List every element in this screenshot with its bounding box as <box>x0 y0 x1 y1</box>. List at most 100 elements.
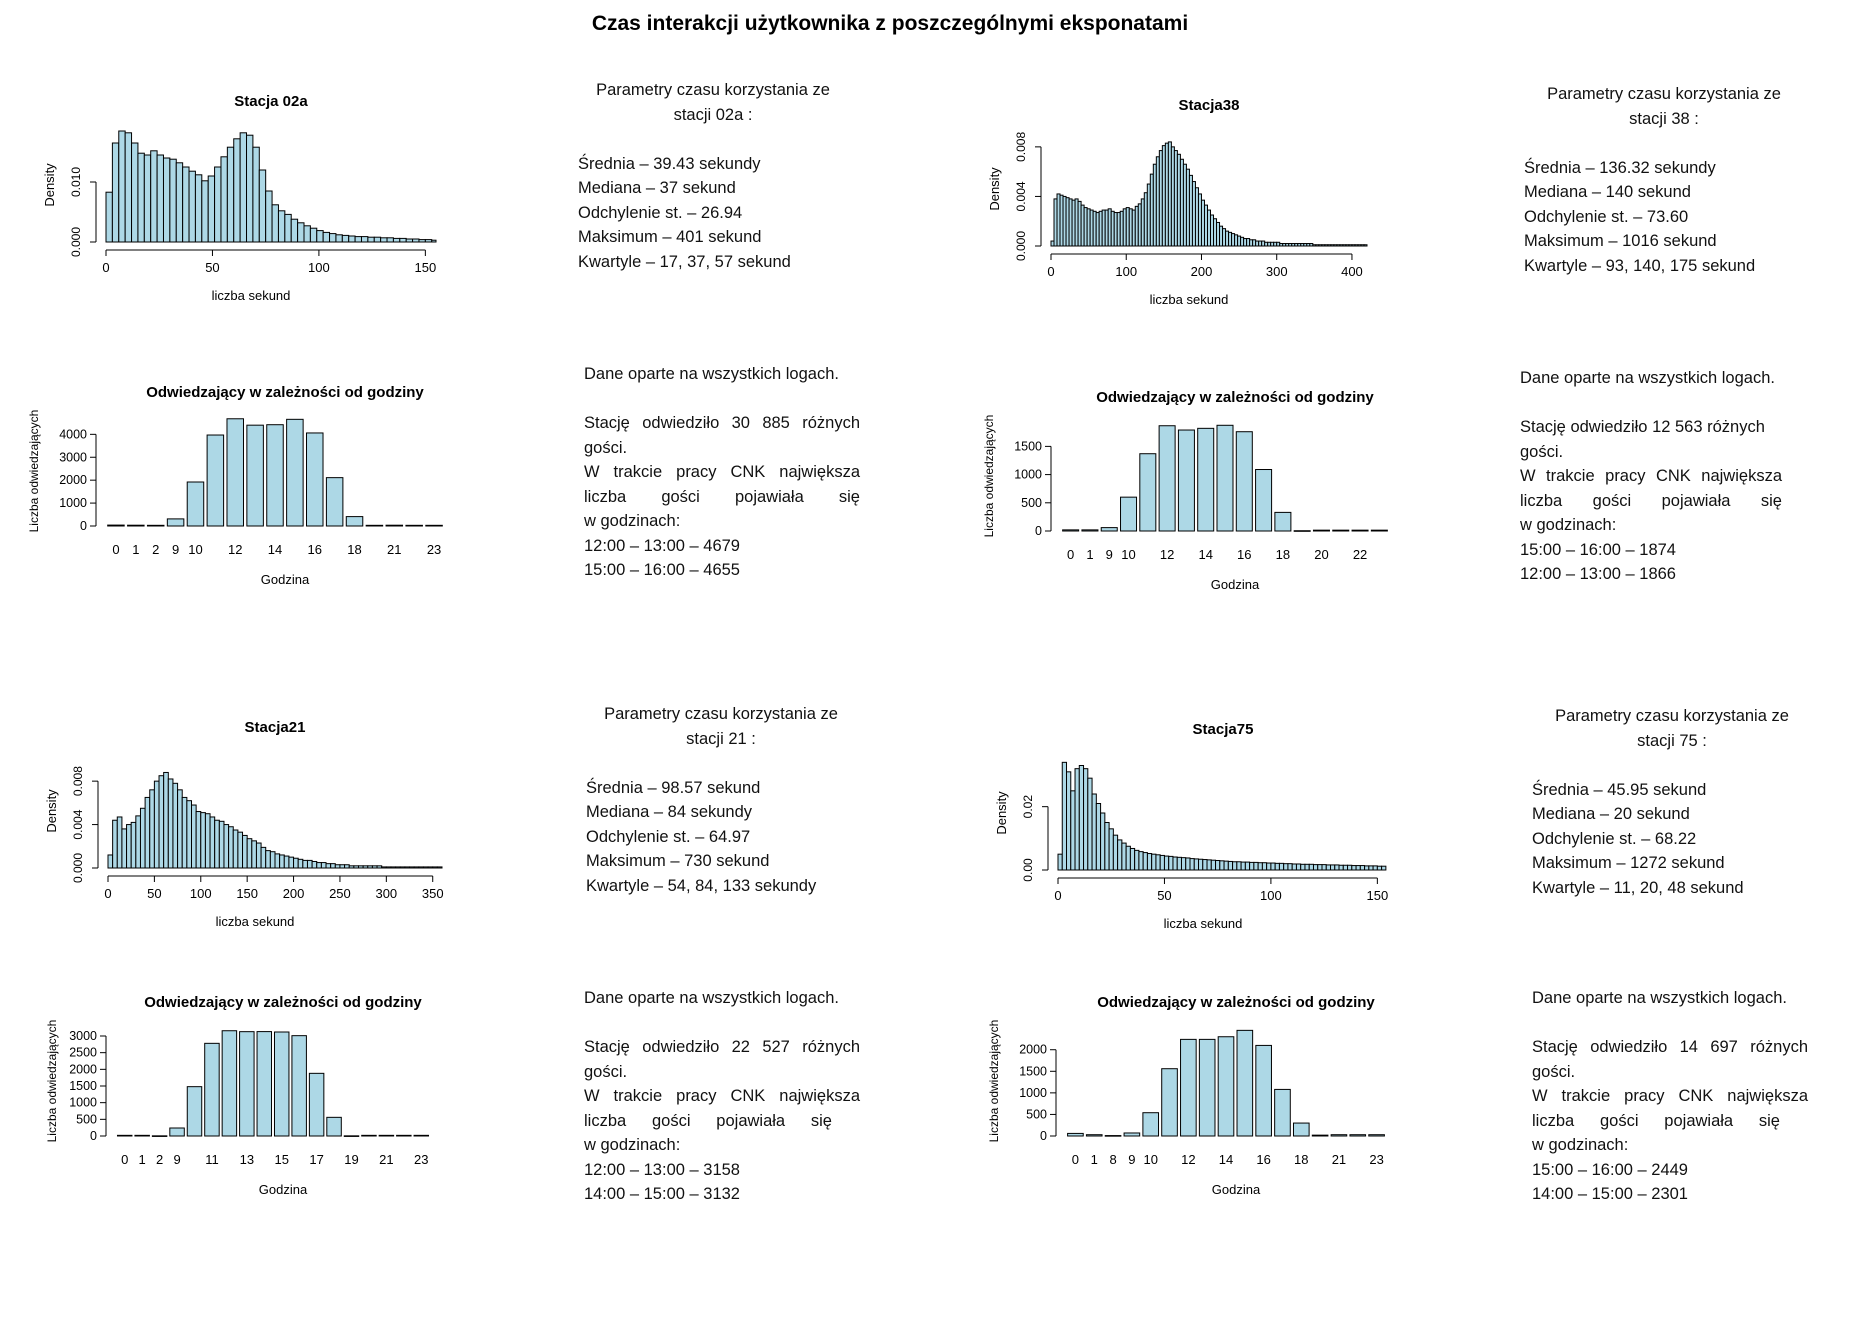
histogram-bar <box>381 866 387 869</box>
hour-bar <box>1349 1134 1367 1137</box>
histogram-bar <box>1266 862 1272 871</box>
histogram-bar <box>1159 854 1165 871</box>
visit-line: gości. <box>584 1062 628 1081</box>
hour-tick-label: 14 <box>1219 1152 1233 1167</box>
hour-tick-label: 2 <box>156 1152 163 1167</box>
y-tick-label: 0.000 <box>1014 231 1028 261</box>
histogram-bar <box>139 807 146 869</box>
histogram-bar <box>1249 861 1255 871</box>
histogram-bar <box>436 866 443 869</box>
hour-bar <box>204 1042 220 1137</box>
histogram-bar <box>1274 862 1280 871</box>
x-tick-label: 250 <box>329 886 351 901</box>
y-tick-label: 4000 <box>59 427 87 441</box>
histogram-title: Stacja 02a <box>234 93 308 110</box>
histogram-bar <box>1108 828 1114 871</box>
histogram-bar <box>1347 864 1353 871</box>
hour-bar <box>1158 425 1176 532</box>
hour-tick-label: 10 <box>1121 547 1135 562</box>
stats-note-stacja-75: Parametry czasu korzystania ze stacji 75 … <box>1532 704 1812 900</box>
stat-mean: Średnia – 136.32 sekundy <box>1524 158 1716 177</box>
histogram-bar <box>1180 857 1187 871</box>
histogram-bar <box>1155 854 1161 871</box>
x-tick-label: 0 <box>104 886 111 901</box>
stat-quartiles: Kwartyle – 93, 140, 175 sekund <box>1524 256 1756 275</box>
histogram-bar <box>1078 765 1085 871</box>
histogram-bar <box>239 132 248 243</box>
histogram-bar <box>191 804 197 869</box>
peak-hour: 12:00 – 13:00 – 1866 <box>1520 565 1676 583</box>
hour-bar <box>221 1030 238 1137</box>
x-tick-label: 50 <box>147 886 161 901</box>
x-tick-label: 150 <box>1367 888 1389 903</box>
visit-line: w godzinach: <box>1520 516 1617 534</box>
histogram-bar <box>1287 863 1293 871</box>
hour-tick-label: 1 <box>1086 547 1093 562</box>
histogram-bar <box>1325 864 1332 871</box>
x-tick-label: 300 <box>1266 264 1288 279</box>
y-tick-label: 0.000 <box>69 227 83 257</box>
x-axis-label: Godzina <box>1212 1182 1261 1197</box>
hour-bar <box>1062 529 1080 532</box>
histogram-bar <box>233 138 241 243</box>
histogram-bar <box>293 857 299 869</box>
hour-bar <box>396 1134 412 1137</box>
histogram-bar <box>131 142 139 243</box>
hour-bar <box>169 1127 185 1137</box>
visit-line: w godzinach: <box>1532 1136 1629 1154</box>
hour-tick-label: 22 <box>1353 547 1367 562</box>
stat-quartiles: Kwartyle – 54, 84, 133 sekundy <box>586 876 817 895</box>
histogram-bar <box>329 233 337 243</box>
histogram-bar <box>1330 864 1336 871</box>
hour-tick-label: 12 <box>1181 1152 1195 1167</box>
hour-tick-label: 13 <box>240 1152 254 1167</box>
hour-bar <box>256 1031 273 1137</box>
x-tick-label: 0 <box>1047 264 1054 279</box>
histogram-bar <box>277 210 286 243</box>
stat-sd: Odchylenie st. – 64.97 <box>586 827 751 846</box>
y-tick-label: 500 <box>1026 1107 1047 1121</box>
data-basis: Dane oparte na wszystkich logach. <box>584 989 839 1007</box>
histogram-bar <box>1257 862 1263 871</box>
hour-bar <box>1161 1068 1178 1137</box>
x-axis-label: Godzina <box>259 1182 308 1197</box>
histogram-bar <box>316 862 322 869</box>
histogram-bar <box>116 816 123 869</box>
histogram-bar <box>390 866 397 869</box>
hour-tick-label: 0 <box>1067 547 1074 562</box>
histogram-bar <box>376 865 383 869</box>
hour-tick-label: 9 <box>1106 547 1113 562</box>
histogram-bar <box>306 859 313 869</box>
x-tick-label: 200 <box>1191 264 1213 279</box>
histogram-bar <box>1176 856 1182 871</box>
hour-bar <box>1139 453 1157 532</box>
hour-bar <box>1216 424 1234 532</box>
stat-max: Maksimum – 730 sekund <box>586 852 770 870</box>
visit-line: gości. <box>1520 442 1564 461</box>
histogram-bar <box>107 854 114 869</box>
histogram-bar <box>418 866 424 869</box>
histogram-bar <box>1100 812 1106 871</box>
y-tick-label: 0.000 <box>71 853 85 883</box>
histogram-bar <box>1210 859 1217 871</box>
visit-line: W trakcie pracy CNK największa <box>584 1087 860 1105</box>
histogram-bar <box>297 858 304 869</box>
hour-bar <box>116 1134 133 1137</box>
histogram-bar <box>354 236 362 243</box>
histogram-bar <box>1317 864 1323 871</box>
histogram-bar <box>232 829 239 869</box>
peak-hour: 15:00 – 16:00 – 2449 <box>1532 1160 1688 1179</box>
histogram-bar <box>186 800 193 869</box>
histogram-bar <box>1381 865 1387 871</box>
histogram-bar <box>1083 768 1089 871</box>
histogram-bar <box>358 865 364 869</box>
histogram-bar <box>200 812 206 869</box>
histogram-bar <box>424 239 433 243</box>
histogram-bar <box>228 826 234 869</box>
histogram-bar <box>149 789 155 869</box>
histogram-bar <box>226 146 235 243</box>
hour-bar <box>1085 1134 1103 1137</box>
stat-median: Mediana – 20 sekund <box>1532 805 1690 823</box>
